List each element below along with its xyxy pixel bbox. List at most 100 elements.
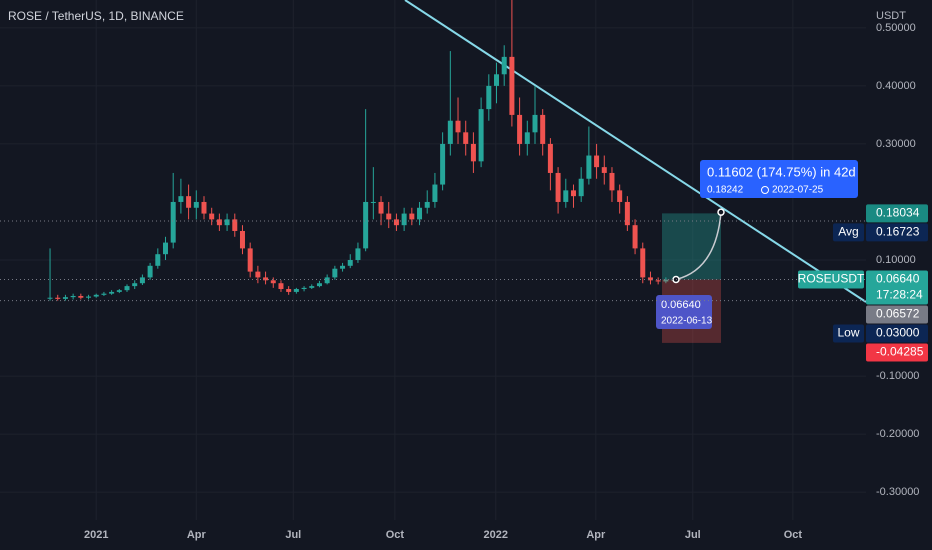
- candle-body: [286, 289, 292, 292]
- price-tag: [866, 343, 928, 362]
- x-tick-label: Oct: [784, 529, 803, 541]
- price-tag-label: -0.04285: [876, 345, 924, 359]
- candle-body: [209, 213, 215, 220]
- candle-body: [324, 277, 330, 284]
- candle-body: [594, 155, 600, 168]
- candle-body: [247, 248, 253, 272]
- start-box: [656, 295, 712, 329]
- x-tick-label: 2022: [483, 529, 507, 541]
- x-tick-label: Jul: [685, 529, 701, 541]
- start-date: 2022-06-13: [661, 316, 713, 327]
- candle-body: [155, 254, 161, 266]
- candle-body: [617, 190, 623, 202]
- candle-body: [501, 56, 507, 75]
- y-unit: USDT: [876, 10, 906, 22]
- candle-body: [101, 293, 107, 295]
- candle-body: [463, 132, 469, 144]
- price-tag: [866, 324, 928, 343]
- candle-body: [278, 283, 284, 290]
- candle-body: [632, 225, 638, 249]
- candle-body: [624, 201, 630, 226]
- price-tag-name: Avg: [838, 225, 858, 239]
- axes: 0.50000 0.40000 0.30000 0.10000 -0.10000 -0.2…: [84, 22, 928, 541]
- candle-body: [178, 196, 184, 202]
- candle-body: [486, 85, 492, 110]
- candle-body: [455, 120, 461, 133]
- x-tick-label: Apr: [586, 529, 606, 541]
- candle-body: [424, 201, 430, 208]
- candle-body: [55, 297, 61, 299]
- candle-body: [255, 271, 261, 278]
- candle-body: [270, 280, 276, 284]
- price-tag-time: 17:28:24: [876, 288, 923, 302]
- price-tag-label: 0.06572: [876, 307, 920, 321]
- y-tick-label: 0.30000: [876, 138, 916, 150]
- candle-body: [239, 230, 245, 249]
- price-tag-name-box: [798, 270, 864, 289]
- x-tick-label: Jul: [285, 529, 301, 541]
- candle-body: [224, 219, 230, 226]
- candle-body: [478, 109, 484, 162]
- candle-body: [301, 287, 307, 290]
- candle-body: [93, 294, 99, 297]
- candle-body: [340, 265, 346, 269]
- x-tick-label: 2021: [84, 529, 108, 541]
- candle-body: [147, 265, 153, 278]
- profit-zone: [662, 213, 721, 280]
- candle-body: [70, 295, 76, 298]
- candle-body: [263, 277, 269, 281]
- candle-body: [309, 286, 315, 288]
- price-tag-label: 0.03000: [876, 326, 920, 340]
- projection-target: 0.18242: [707, 185, 744, 196]
- candle-body: [509, 56, 515, 115]
- y-tick-label: 0.40000: [876, 80, 916, 92]
- candle-body: [640, 248, 646, 278]
- projection-target-date: 2022-07-25: [772, 185, 824, 196]
- candle-body: [86, 296, 92, 298]
- candle-body: [347, 260, 353, 266]
- chart-title: ROSE / TetherUS, 1D, BINANCE: [8, 9, 184, 23]
- candle-body: [139, 277, 145, 284]
- candle-body: [517, 114, 523, 144]
- candle-body: [393, 219, 399, 226]
- projection-end: [717, 208, 725, 216]
- candle-body: [663, 279, 669, 282]
- candle-body: [540, 114, 546, 144]
- candle-body: [232, 219, 238, 231]
- projection-arc: [675, 212, 722, 281]
- price-tag-label: 0.06640: [876, 272, 920, 286]
- x-tick-label: Apr: [187, 529, 207, 541]
- candle-body: [170, 201, 176, 243]
- candle-body: [409, 213, 415, 220]
- candle-body: [116, 290, 122, 292]
- candle-body: [370, 201, 376, 203]
- candle-body: [524, 132, 530, 144]
- candle-body: [417, 207, 423, 220]
- candle-body: [62, 297, 68, 299]
- candle-body: [293, 289, 299, 292]
- price-tag: [866, 204, 928, 223]
- start-price: 0.06640: [661, 299, 701, 311]
- candle-body: [563, 190, 569, 202]
- price-tag-label: 0.16723: [876, 225, 920, 239]
- price-tag-name-box: [833, 223, 864, 242]
- candle-body: [132, 283, 138, 287]
- candle-body: [186, 196, 192, 208]
- price-tag: [866, 270, 928, 305]
- trend-line: [404, 0, 867, 303]
- candle-body: [547, 143, 553, 173]
- grid: [0, 0, 866, 520]
- candle-body: [78, 295, 84, 298]
- candle-body: [332, 268, 338, 278]
- candle-body: [432, 184, 438, 202]
- candle-body: [655, 280, 661, 282]
- projection-change: 0.11602 (174.75%) in 42d: [707, 164, 856, 179]
- candles: [47, 0, 677, 301]
- candle-body: [193, 201, 199, 208]
- clock-icon: [761, 186, 769, 194]
- candle-body: [47, 297, 53, 299]
- candle-body: [363, 201, 369, 249]
